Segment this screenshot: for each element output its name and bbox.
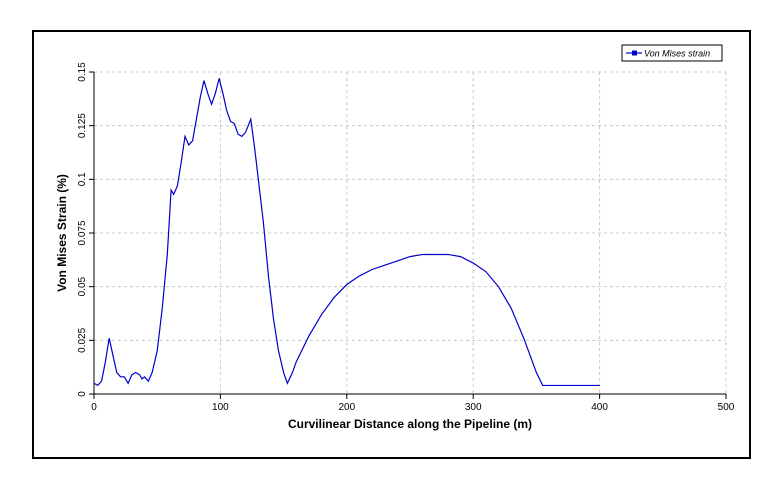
legend-label: Von Mises strain	[644, 49, 710, 59]
y-tick-label: 0.05	[77, 276, 88, 296]
y-tick-label: 0.1	[77, 172, 88, 186]
x-tick-label: 100	[212, 402, 229, 413]
x-tick-label: 300	[465, 402, 482, 413]
y-tick-label: 0.125	[77, 113, 88, 138]
y-tick-label: 0.075	[77, 220, 88, 245]
y-tick-label: 0	[77, 391, 88, 397]
y-tick-label: 0.15	[77, 62, 88, 82]
x-axis-label: Curvilinear Distance along the Pipeline …	[288, 417, 532, 431]
x-tick-label: 0	[91, 402, 97, 413]
legend-box	[621, 44, 723, 62]
x-tick-label: 200	[338, 402, 355, 413]
y-axis-label: Von Mises Strain (%)	[55, 174, 69, 292]
data-line	[93, 78, 600, 387]
x-tick-label: 400	[591, 402, 608, 413]
y-tick-label: 0.025	[77, 327, 88, 352]
frame	[32, 30, 751, 459]
legend-marker	[632, 50, 637, 56]
legend: Von Mises strain	[621, 44, 723, 62]
x-tick-label: 500	[718, 402, 735, 413]
